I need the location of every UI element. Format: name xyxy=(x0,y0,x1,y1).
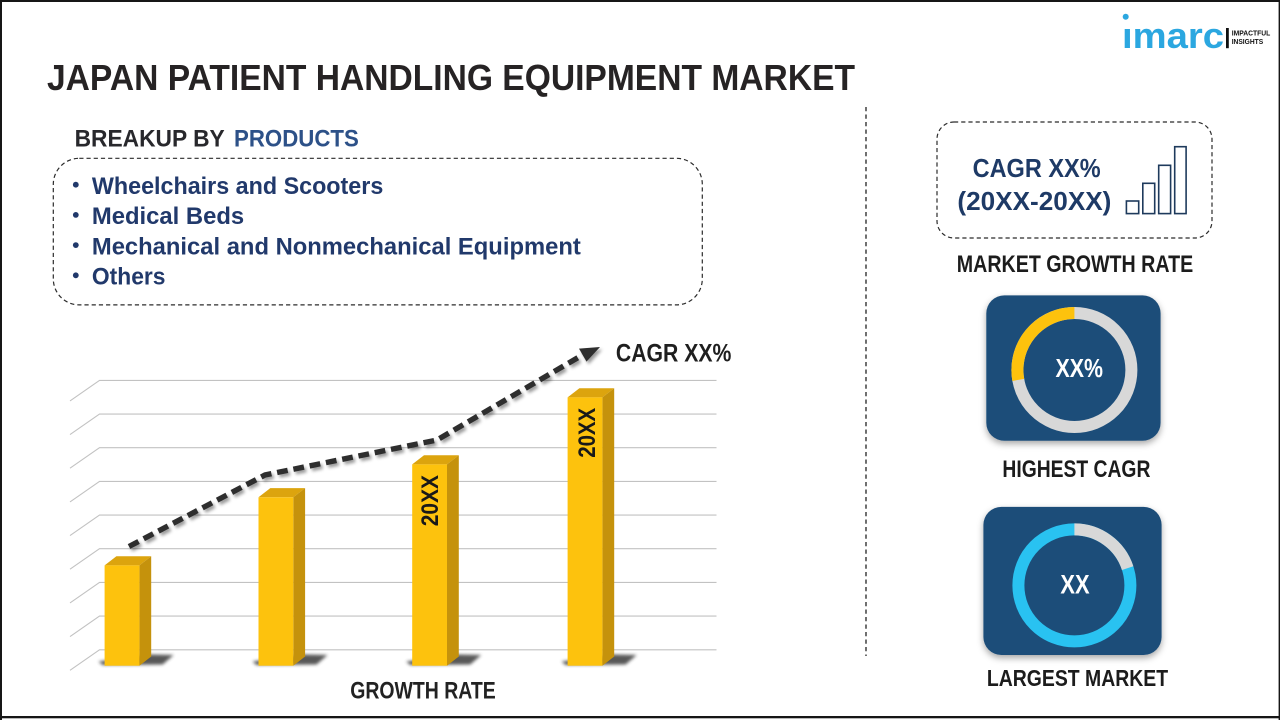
svg-text:MARKET GROWTH RATE: MARKET GROWTH RATE xyxy=(957,251,1193,278)
svg-text:JAPAN PATIENT HANDLING EQUIPME: JAPAN PATIENT HANDLING EQUIPMENT MARKET xyxy=(47,57,855,98)
svg-text:BREAKUP BY: BREAKUP BY xyxy=(75,126,225,153)
svg-text:CAGR XX%: CAGR XX% xyxy=(973,153,1101,183)
svg-text:Mechanical and Nonmechanical E: Mechanical and Nonmechanical Equipment xyxy=(92,233,581,260)
svg-text:CAGR XX%: CAGR XX% xyxy=(616,340,732,368)
svg-text:XX%: XX% xyxy=(1056,353,1104,383)
svg-text:PRODUCTS: PRODUCTS xyxy=(234,126,359,153)
svg-text:IMPACTFUL: IMPACTFUL xyxy=(1232,30,1271,37)
svg-text:XX: XX xyxy=(1060,569,1089,599)
svg-text:LARGEST MARKET: LARGEST MARKET xyxy=(987,665,1168,691)
svg-text:Medical Beds: Medical Beds xyxy=(92,203,244,230)
svg-text:HIGHEST CAGR: HIGHEST CAGR xyxy=(1002,456,1150,483)
svg-text:Wheelchairs and Scooters: Wheelchairs and Scooters xyxy=(92,173,383,200)
svg-text:20XX: 20XX xyxy=(574,408,601,458)
svg-text:20XX: 20XX xyxy=(417,475,444,526)
svg-text:INSIGHTS: INSIGHTS xyxy=(1232,39,1264,46)
svg-text:GROWTH RATE: GROWTH RATE xyxy=(350,678,496,705)
svg-text:ımarc: ımarc xyxy=(1122,15,1224,56)
svg-text:(20XX-20XX): (20XX-20XX) xyxy=(957,186,1111,216)
svg-text:Others: Others xyxy=(92,264,166,291)
